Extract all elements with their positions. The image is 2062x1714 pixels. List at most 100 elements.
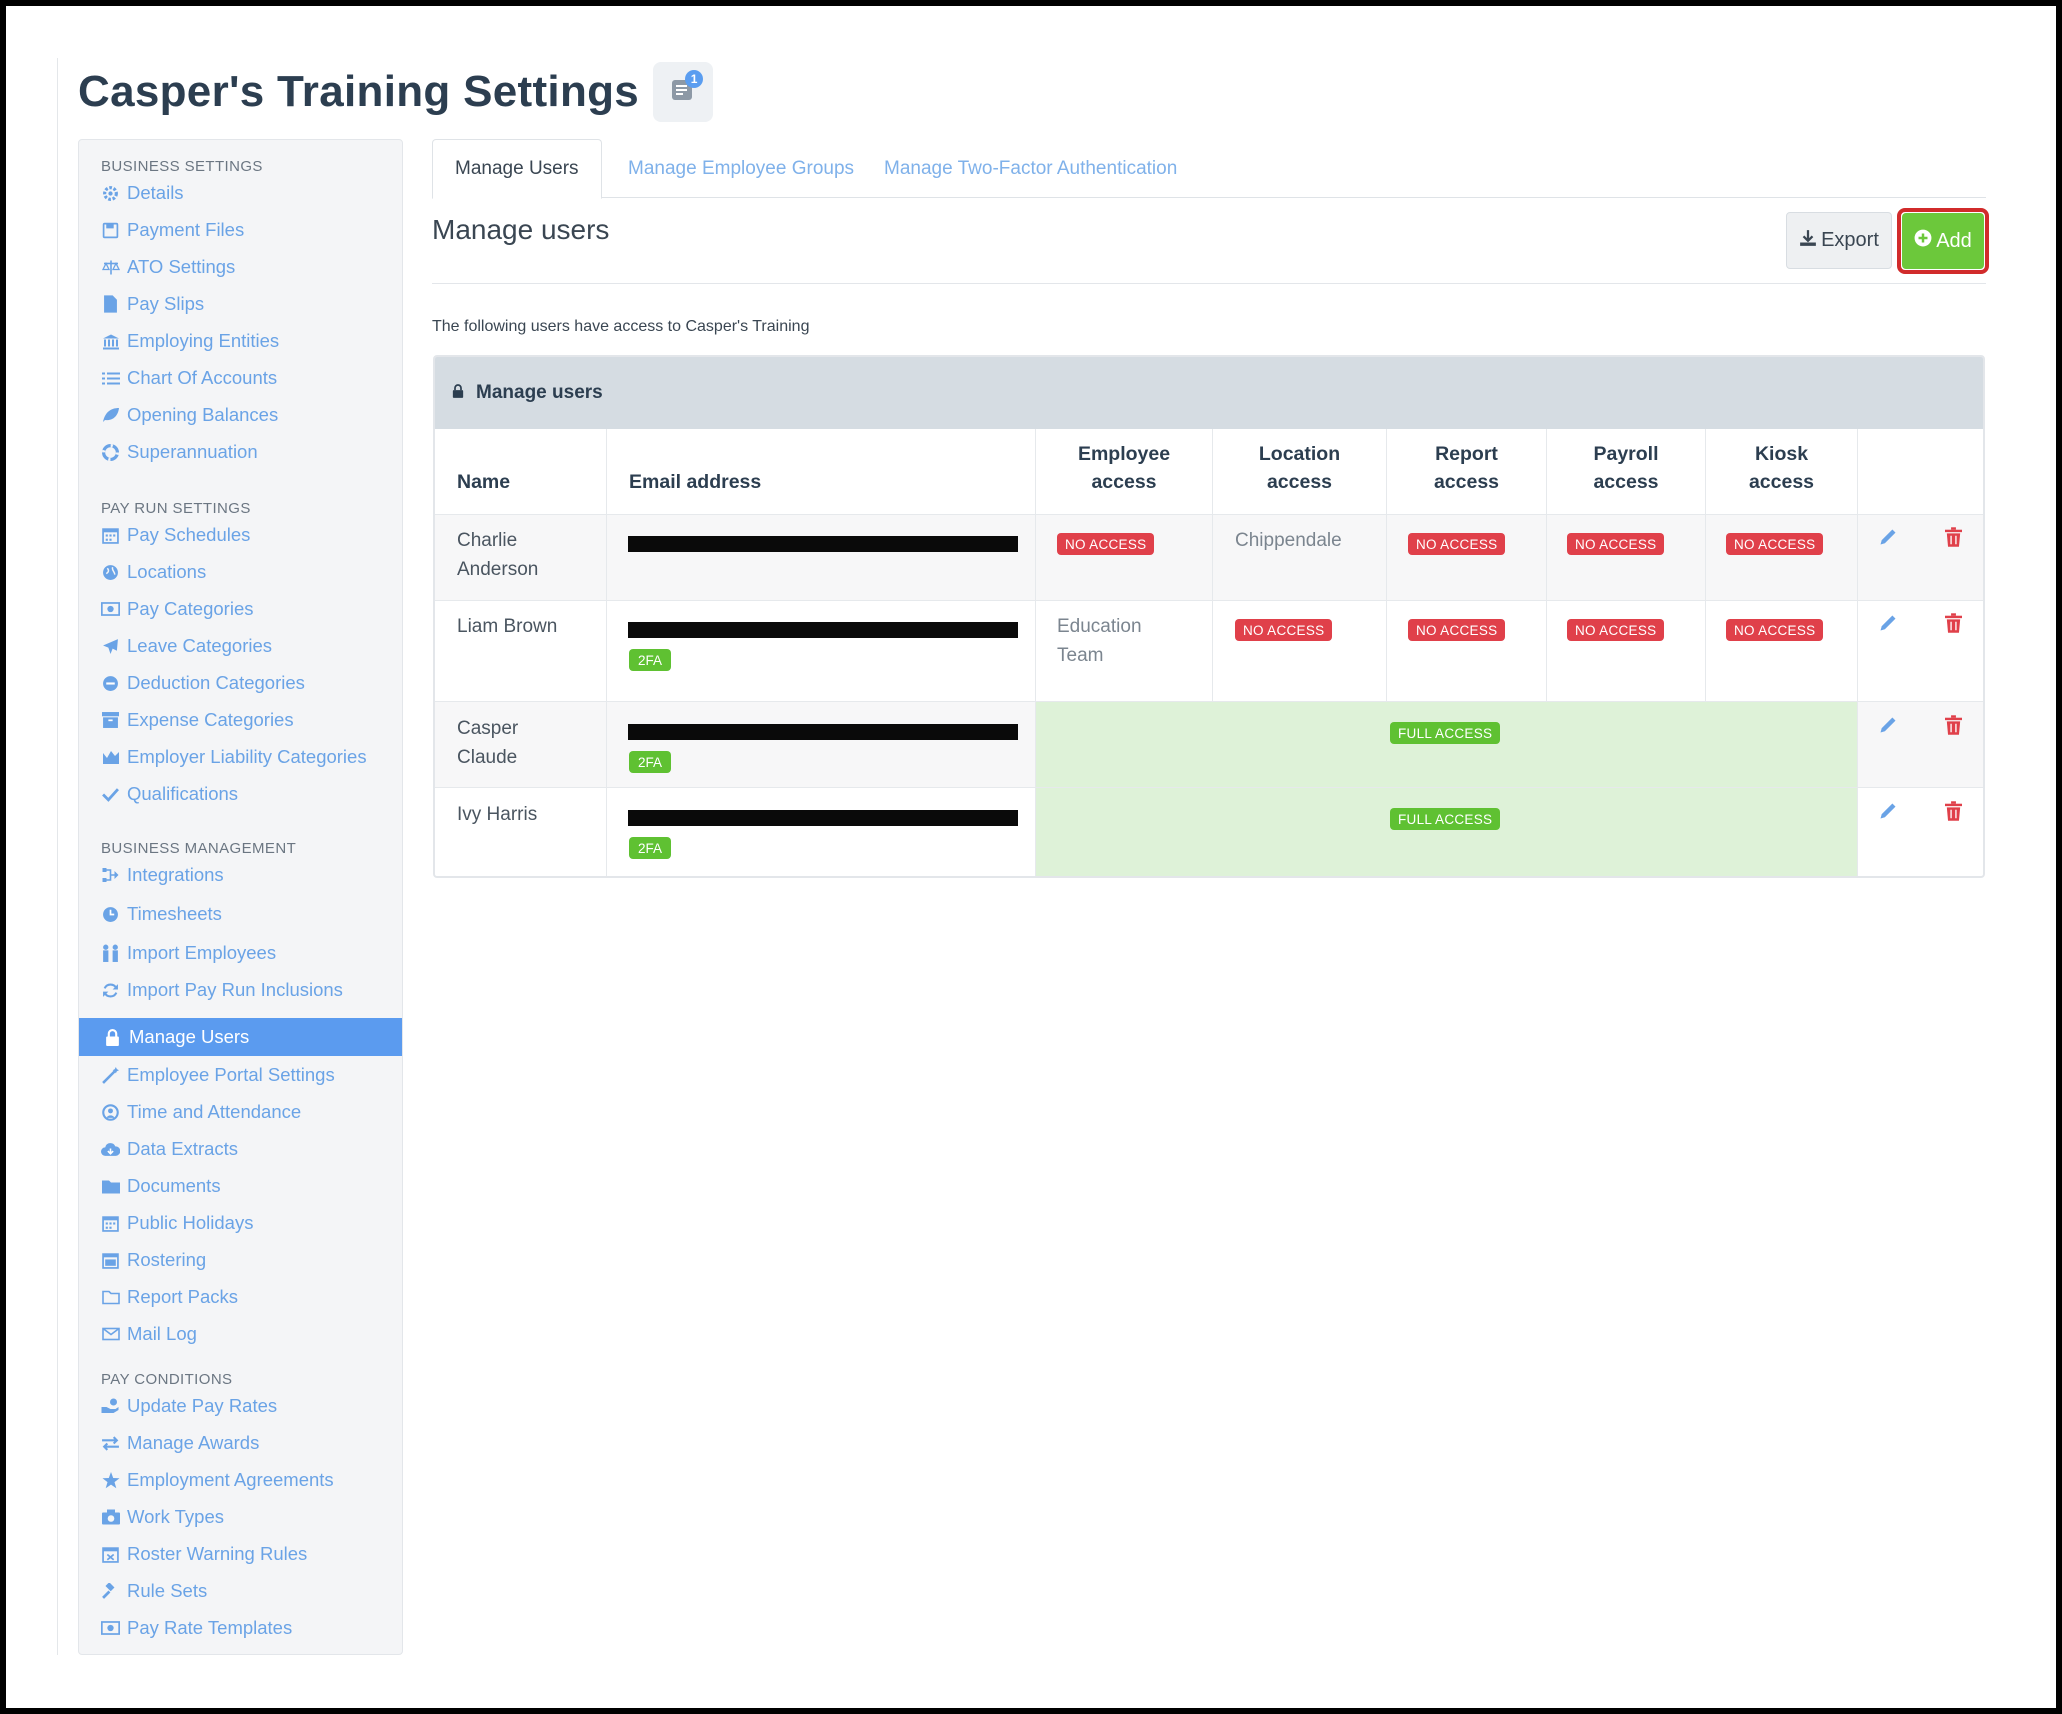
lifebuoy-icon <box>101 443 120 462</box>
sidebar-item-manage-users-content: Manage Users <box>103 1026 249 1048</box>
header-line: Kiosk <box>1754 443 1809 465</box>
page-divider <box>57 58 58 1655</box>
sidebar-item-import-employees[interactable]: Import Employees <box>101 942 276 964</box>
employee-line: Education <box>1057 616 1142 637</box>
delete-user-button[interactable] <box>1941 526 1965 551</box>
name-line: Liam Brown <box>457 616 558 637</box>
sidebar-item-manage-awards[interactable]: Manage Awards <box>101 1432 259 1454</box>
sidebar-item-label: Roster Warning Rules <box>127 1543 308 1564</box>
sidebar-item-import-pay-run-inclusions[interactable]: Import Pay Run Inclusions <box>101 979 343 1001</box>
hand-money-icon <box>101 1397 120 1416</box>
row-border <box>435 600 1983 601</box>
sidebar-item-pay-rate-templates[interactable]: Pay Rate Templates <box>101 1617 292 1639</box>
sidebar-item-data-extracts[interactable]: Data Extracts <box>101 1138 238 1160</box>
folder-open-icon <box>101 1288 120 1307</box>
edit-user-button[interactable] <box>1876 527 1900 551</box>
pencil-icon <box>1878 613 1898 638</box>
notes-button[interactable]: 1 <box>653 62 714 122</box>
calendar-icon <box>101 1214 120 1233</box>
sidebar-item-chart-of-accounts[interactable]: Chart Of Accounts <box>101 367 277 389</box>
header-line: Payroll <box>1593 443 1659 465</box>
sidebar-item-pay-categories[interactable]: Pay Categories <box>101 598 253 620</box>
sidebar-item-employee-portal-settings[interactable]: Employee Portal Settings <box>101 1064 335 1086</box>
sidebar-item-roster-warning-rules[interactable]: Roster Warning Rules <box>101 1543 307 1565</box>
sidebar-item-rostering[interactable]: Rostering <box>101 1249 206 1271</box>
exchange-icon <box>101 1434 120 1453</box>
delete-user-button[interactable] <box>1941 714 1965 739</box>
sidebar-item-label: Leave Categories <box>127 635 273 656</box>
archive-icon <box>101 711 120 730</box>
delete-user-button[interactable] <box>1941 800 1965 826</box>
user-name: Ivy Harris <box>457 800 537 829</box>
sidebar-item-superannuation[interactable]: Superannuation <box>101 441 258 463</box>
delete-user-button[interactable] <box>1941 612 1965 637</box>
sidebar-item-label: Opening Balances <box>127 404 279 425</box>
location-access-text: Chippendale <box>1235 530 1342 551</box>
sidebar-item-deduction-categories[interactable]: Deduction Categories <box>101 672 305 694</box>
sidebar-item-label: Mail Log <box>127 1323 197 1344</box>
sidebar-item-pay-schedules[interactable]: Pay Schedules <box>101 524 250 546</box>
full-access-badge: FULL ACCESS <box>1390 808 1501 830</box>
redacted-email <box>628 810 1018 826</box>
sidebar-item-expense-categories[interactable]: Expense Categories <box>101 709 294 731</box>
add-user-button[interactable]: Add <box>1902 213 1984 269</box>
column-header-kiosk: Kiosk access <box>1706 440 1857 496</box>
edit-user-button[interactable] <box>1876 715 1900 739</box>
sidebar-item-label: Integrations <box>127 864 224 885</box>
location-access-badge: NO ACCESS <box>1235 619 1333 641</box>
full-access-badge: FULL ACCESS <box>1390 722 1501 744</box>
sidebar-item-employer-liability-categories[interactable]: Employer Liability Categories <box>101 746 367 768</box>
header-line: Employee <box>1077 443 1171 465</box>
sidebar-item-locations[interactable]: Locations <box>101 561 206 583</box>
sidebar-item-payment-files[interactable]: Payment Files <box>101 219 244 241</box>
edit-user-button[interactable] <box>1876 613 1900 637</box>
sidebar-item-ato-settings[interactable]: ATO Settings <box>101 256 235 278</box>
sidebar-item-public-holidays[interactable]: Public Holidays <box>101 1212 253 1234</box>
sidebar-item-rule-sets[interactable]: Rule Sets <box>101 1580 207 1602</box>
export-button[interactable]: Export <box>1786 212 1892 269</box>
sidebar-heading-pay-run-settings: PAY RUN SETTINGS <box>101 500 251 517</box>
tab-manage-two-factor-authentication[interactable]: Manage Two-Factor Authentication <box>884 158 1178 179</box>
column-border <box>1546 429 1547 702</box>
trash-icon <box>1944 800 1962 826</box>
sidebar-item-documents[interactable]: Documents <box>101 1175 221 1197</box>
gear-icon <box>101 184 120 203</box>
full-access-area <box>1036 702 1857 787</box>
twofa-badge: 2FA <box>629 837 672 859</box>
sidebar-item-opening-balances[interactable]: Opening Balances <box>101 404 278 426</box>
sidebar-item-employment-agreements[interactable]: Employment Agreements <box>101 1469 334 1491</box>
name-line: Anderson <box>457 559 539 580</box>
users-panel: Manage users Name Email address Employee… <box>433 355 1985 878</box>
sidebar-item-qualifications[interactable]: Qualifications <box>101 783 238 805</box>
sidebar-item-label: Manage Awards <box>127 1432 260 1453</box>
sidebar-item-details[interactable]: Details <box>101 182 184 204</box>
download-icon <box>1799 229 1817 253</box>
sidebar-item-work-types[interactable]: Work Types <box>101 1506 224 1528</box>
sidebar-item-time-and-attendance[interactable]: Time and Attendance <box>101 1101 301 1123</box>
redacted-email <box>628 536 1018 552</box>
redacted-email <box>628 622 1018 638</box>
edit-user-button[interactable] <box>1876 801 1900 825</box>
sidebar-item-label: Pay Categories <box>127 598 254 619</box>
sidebar-item-label: Update Pay Rates <box>127 1395 278 1416</box>
sidebar-item-leave-categories[interactable]: Leave Categories <box>101 635 272 657</box>
sidebar-item-pay-slips[interactable]: Pay Slips <box>101 293 204 315</box>
sidebar-item-employing-entities[interactable]: Employing Entities <box>101 330 279 352</box>
header-line: access <box>1091 471 1157 493</box>
sidebar-item-label: Deduction Categories <box>127 672 305 693</box>
globe-icon <box>101 563 120 582</box>
sidebar-item-report-packs[interactable]: Report Packs <box>101 1286 238 1308</box>
column-header-location: Location access <box>1213 440 1386 496</box>
sidebar-item-label: Rostering <box>127 1249 207 1270</box>
page-title: Casper's Training Settings <box>78 67 640 116</box>
sidebar-item-mail-log[interactable]: Mail Log <box>101 1323 197 1345</box>
user-name: Liam Brown <box>457 612 557 641</box>
column-header-name: Name <box>457 471 511 493</box>
sidebar-item-timesheets[interactable]: Timesheets <box>101 903 222 925</box>
tab-manage-employee-groups[interactable]: Manage Employee Groups <box>628 158 855 179</box>
sidebar-item-integrations[interactable]: Integrations <box>101 864 224 886</box>
tab-manage-users[interactable]: Manage Users <box>432 139 602 199</box>
full-access-area <box>1036 787 1857 876</box>
sidebar-item-update-pay-rates[interactable]: Update Pay Rates <box>101 1395 277 1417</box>
sidebar-item-manage-users[interactable]: Manage Users <box>79 1018 402 1056</box>
